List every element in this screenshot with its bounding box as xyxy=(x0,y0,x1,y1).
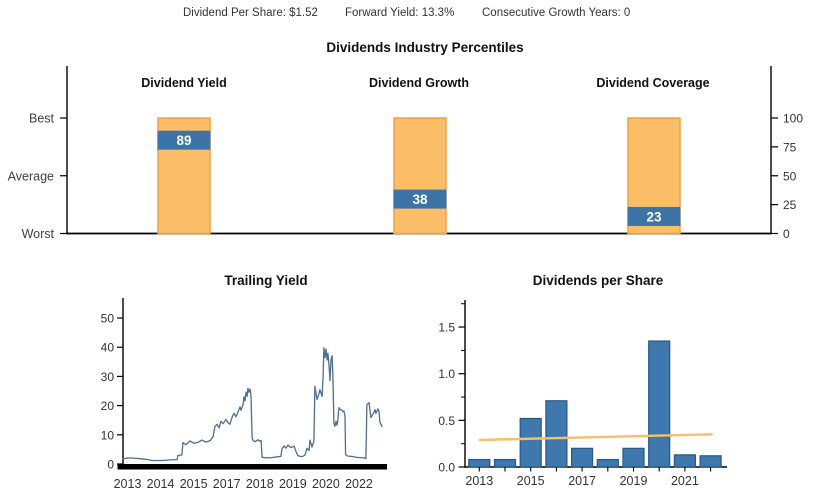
dps-bar-2018 xyxy=(596,458,619,468)
x-tick-label: 2013 xyxy=(465,474,493,488)
y-tick-label: 30 xyxy=(101,370,115,384)
dps-trend-line xyxy=(478,433,713,442)
y-tick-label: 1.0 xyxy=(438,367,455,381)
percentile-value-label: 23 xyxy=(646,209,662,224)
y-tick-label: 0.0 xyxy=(438,461,455,475)
percentiles-plot: Best Average Worst 100 75 50 25 0 89 38 23 xyxy=(8,66,803,241)
dps-bar-2019 xyxy=(622,447,645,468)
left-axis-label: Average xyxy=(8,169,54,183)
percentile-marker xyxy=(157,130,211,150)
dps-bar-2021 xyxy=(673,454,697,468)
right-axis-label: 25 xyxy=(783,198,797,212)
y-tick-label: 50 xyxy=(101,312,115,326)
trailing-yield-line xyxy=(122,347,383,462)
x-tick-label: 2014 xyxy=(147,477,175,491)
x-tick-label: 2013 xyxy=(114,477,142,491)
summary-forward-yield: Forward Yield: 13.3% xyxy=(345,7,455,19)
x-tick-label: 2022 xyxy=(345,477,373,491)
dps-bar-2013 xyxy=(468,458,491,468)
y-tick-label: 10 xyxy=(101,428,115,442)
x-tick-label: 2017 xyxy=(568,474,596,488)
x-tick-label: 2020 xyxy=(312,477,340,491)
x-tick-label: 2017 xyxy=(213,477,241,491)
x-tick-label: 2021 xyxy=(671,474,699,488)
right-axis-label: 50 xyxy=(783,169,797,183)
right-axis-label: 100 xyxy=(783,112,803,126)
x-tick-label: 2018 xyxy=(246,477,274,491)
dividends-per-share-title: Dividends per Share xyxy=(532,273,664,288)
summary-dividend-per-share: Dividend Per Share: $1.52 xyxy=(183,7,318,19)
x-axis-band xyxy=(117,464,387,470)
column-title-dividend-coverage: Dividend Coverage xyxy=(596,76,710,90)
y-tick-label: 1.5 xyxy=(438,321,455,335)
trailing-yield-title: Trailing Yield xyxy=(224,273,308,288)
right-axis-label: 75 xyxy=(783,140,797,154)
summary-growth-years: Consecutive Growth Years: 0 xyxy=(482,7,631,19)
x-tick-label: 2015 xyxy=(517,474,545,488)
dividends-per-share-plot: 0.0 0.5 1.0 1.5 2013 2015 2017 2019 2021 xyxy=(438,300,727,488)
y-tick-label: 0 xyxy=(107,458,114,472)
left-axis-label: Best xyxy=(29,112,55,126)
left-axis-label: Worst xyxy=(22,227,55,241)
dps-bar-2017 xyxy=(570,447,594,468)
y-tick-label: 20 xyxy=(101,399,115,413)
percentile-marker xyxy=(627,206,681,226)
dps-bar-2022 xyxy=(699,455,722,468)
dps-bar-2014 xyxy=(493,458,517,468)
percentile-value-label: 89 xyxy=(176,133,191,148)
x-tick-label: 2015 xyxy=(180,477,208,491)
percentile-marker xyxy=(393,189,447,209)
column-title-dividend-yield: Dividend Yield xyxy=(141,76,227,90)
right-axis-label: 0 xyxy=(783,227,790,241)
y-tick-label: 0.5 xyxy=(438,414,455,428)
x-tick-label: 2019 xyxy=(620,474,648,488)
percentiles-title: Dividends Industry Percentiles xyxy=(326,40,524,55)
percentile-range-bar xyxy=(393,117,447,235)
dps-bar-2016 xyxy=(545,400,568,468)
column-title-dividend-growth: Dividend Growth xyxy=(369,76,469,90)
y-tick-label: 40 xyxy=(101,341,115,355)
dps-bar-2015 xyxy=(519,417,542,468)
percentile-value-label: 38 xyxy=(412,192,428,207)
trailing-yield-plot: 0 10 20 30 40 50 2013 2014 2015 2017 2018 2019 2020 2… xyxy=(101,298,387,491)
x-tick-label: 2019 xyxy=(279,477,307,491)
dps-bar-2020 xyxy=(648,340,671,468)
